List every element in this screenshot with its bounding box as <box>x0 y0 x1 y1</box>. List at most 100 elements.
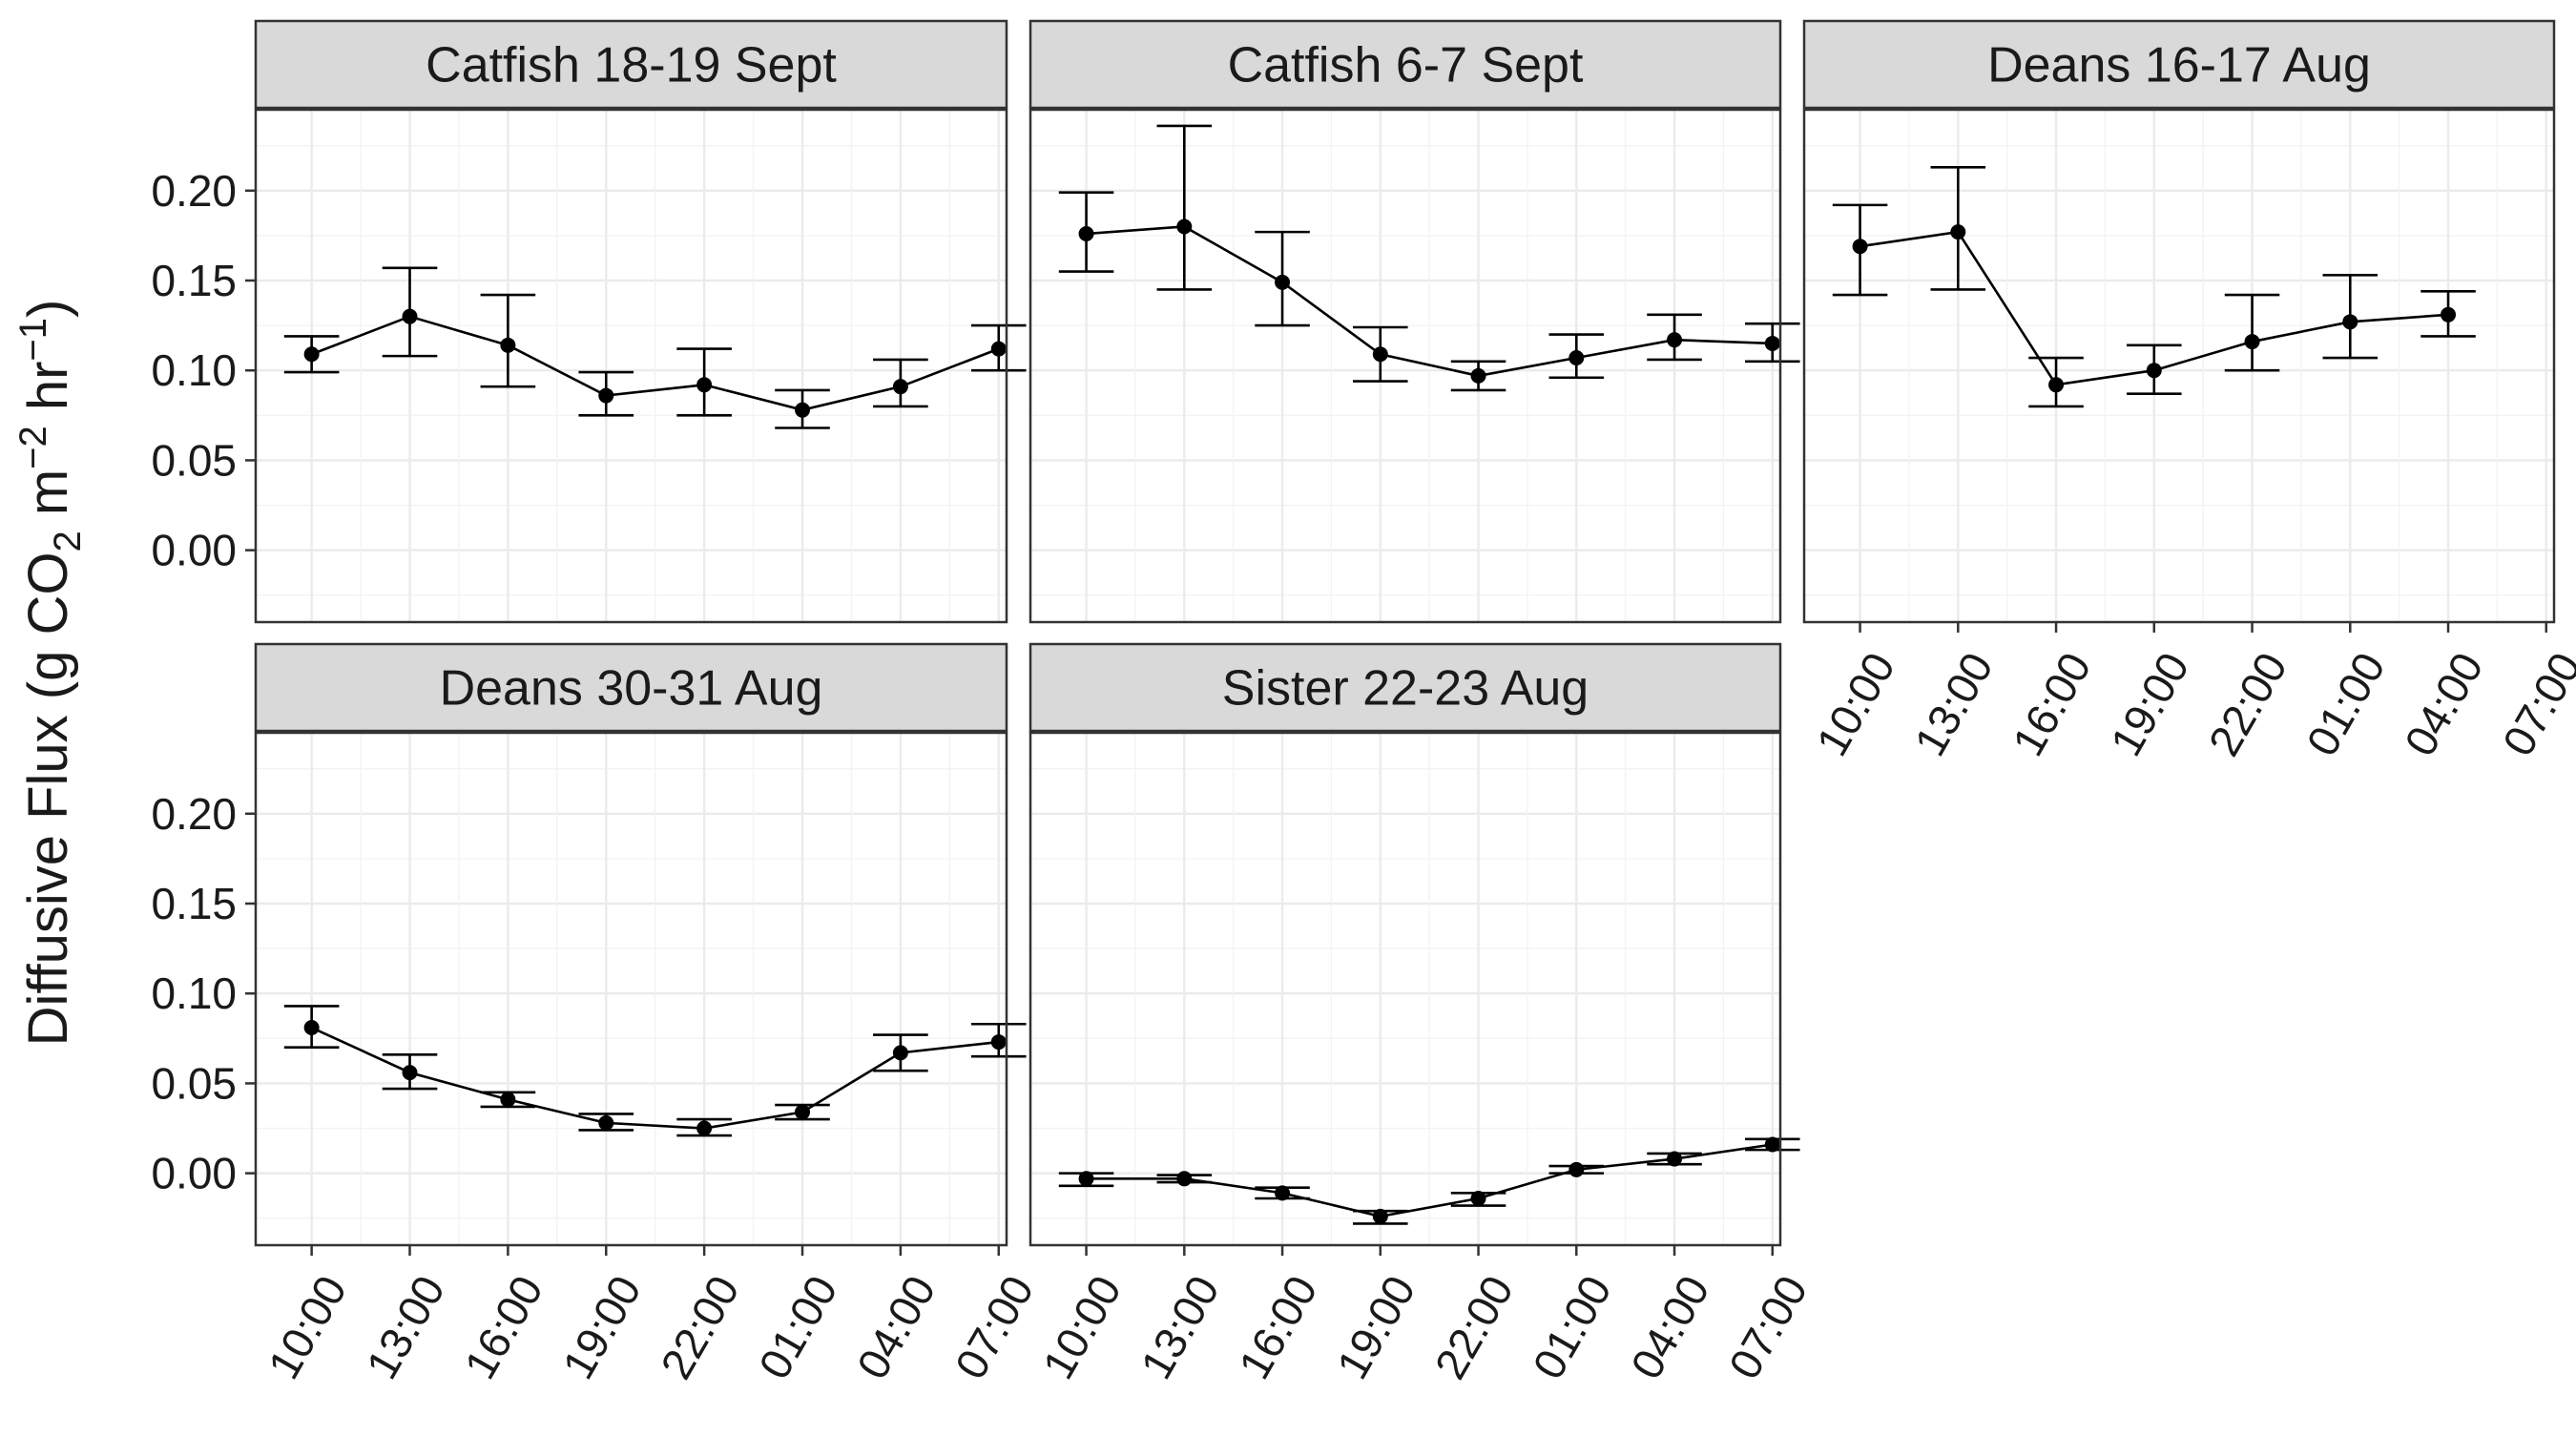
y-title-superscript1: −2 <box>12 426 54 469</box>
x-axis: 10:00 13:00 16:00 19:00 22:00 01:00 04:00 07:00 <box>1807 622 2576 764</box>
data-point <box>1275 274 1291 290</box>
x-tick-label: 04:00 <box>847 1267 945 1387</box>
panel-sister-22-23-aug: Sister 22-23 Aug 10:00 13:00 16:00 19:00 22:0… <box>1028 642 1818 1387</box>
gridlines <box>256 110 1007 622</box>
panel-title: Catfish 18-19 Sept <box>426 38 837 94</box>
data-point <box>402 308 418 324</box>
data-point <box>1667 1151 1683 1167</box>
data-point <box>500 1092 516 1108</box>
y-title-suffix: ) <box>17 300 79 318</box>
x-axis: 10:00 13:00 16:00 19:00 22:00 01:00 04:00 07:00 <box>1033 1245 1818 1387</box>
error-bar <box>2224 293 2280 372</box>
x-tick-label: 04:00 <box>1621 1267 1719 1387</box>
plot-area <box>256 110 1007 622</box>
x-tick-label: 10:00 <box>1807 644 1905 764</box>
panel-catfish-18-19-sept: Catfish 18-19 Sept 0.00 0.05 0.10 0.15 0.20 <box>151 19 1027 624</box>
data-point <box>1852 239 1868 255</box>
panel-title: Sister 22-23 Aug <box>1222 661 1589 717</box>
x-tick-label: 22:00 <box>1424 1267 1523 1387</box>
y-tick-label: 0.10 <box>151 345 237 395</box>
panel-strip <box>1028 642 1782 733</box>
series-line <box>311 315 1000 412</box>
y-tick-label: 0.20 <box>151 789 237 839</box>
x-tick-label: 01:00 <box>749 1267 847 1387</box>
y-tick-label: 0.05 <box>151 1058 237 1108</box>
panel-border <box>254 731 1008 1247</box>
x-tick-label: 13:00 <box>356 1267 454 1387</box>
data-point <box>892 379 908 395</box>
data-point <box>303 346 320 363</box>
x-tick-label: 07:00 <box>1719 1267 1818 1387</box>
panel-strip <box>1028 19 1782 110</box>
data-point <box>2244 334 2260 350</box>
data-point <box>500 337 516 353</box>
data-point <box>1078 1171 1094 1187</box>
plot-area <box>256 733 1007 1245</box>
x-tick-label: 13:00 <box>1904 644 2003 764</box>
data-point <box>2146 363 2162 379</box>
data-point <box>1176 219 1193 235</box>
x-tick-label: 22:00 <box>651 1267 749 1387</box>
data-point <box>1764 335 1780 351</box>
x-tick-label: 10:00 <box>1033 1267 1132 1387</box>
y-axis-title: Diffusive Flux (g CO2 m−2 hr−1) <box>12 300 89 1047</box>
panel-title: Catfish 6-7 Sept <box>1228 38 1584 94</box>
data-point <box>1470 1191 1486 1207</box>
svg-text:Diffusive Flux (g CO2 m−2 hr−1: Diffusive Flux (g CO2 m−2 hr−1) <box>12 300 89 1047</box>
panel-strip <box>254 19 1008 110</box>
data-point <box>1372 1208 1388 1224</box>
panel-strip <box>254 642 1008 733</box>
x-tick-label: 10:00 <box>259 1267 357 1387</box>
data-point <box>1667 332 1683 348</box>
panel-border <box>1802 108 2556 624</box>
x-tick-label: 16:00 <box>2003 644 2101 764</box>
x-tick-label: 13:00 <box>1131 1267 1229 1387</box>
x-tick-label: 07:00 <box>2493 644 2576 764</box>
x-tick-label: 01:00 <box>1523 1267 1621 1387</box>
y-tick-label: 0.00 <box>151 526 237 575</box>
data-point <box>795 1104 811 1120</box>
data-point <box>1275 1185 1291 1201</box>
y-title-mid2: hr <box>17 362 79 427</box>
x-tick-label: 19:00 <box>1327 1267 1425 1387</box>
panel-title: Deans 30-31 Aug <box>440 661 823 717</box>
x-axis: 10:00 13:00 16:00 19:00 22:00 01:00 04:00 07:00 <box>259 1245 1044 1387</box>
panel-strip <box>1802 19 2556 110</box>
y-tick-label: 0.15 <box>151 256 237 305</box>
data-point <box>1176 1171 1193 1187</box>
x-tick-label: 04:00 <box>2395 644 2493 764</box>
data-point <box>402 1065 418 1081</box>
data-point <box>990 341 1007 357</box>
x-tick-label: 07:00 <box>945 1267 1044 1387</box>
data-point <box>1764 1136 1780 1153</box>
x-tick-label: 16:00 <box>454 1267 552 1387</box>
y-title-subscript: 2 <box>47 531 89 552</box>
error-bar <box>1156 124 1213 291</box>
y-title-superscript2: −1 <box>12 318 54 362</box>
panel-border <box>1028 731 1782 1247</box>
panel-border <box>1028 108 1782 624</box>
data-point <box>795 402 811 418</box>
y-axis: 0.00 0.05 0.10 0.15 0.20 <box>151 789 256 1198</box>
data-point <box>696 377 713 393</box>
data-point <box>598 387 614 404</box>
panels: Catfish 18-19 Sept 0.00 0.05 0.10 0.15 0.20 Ca… <box>151 19 2576 1387</box>
panel-catfish-6-7-sept: Catfish 6-7 Sept <box>1028 19 1800 624</box>
panel-title: Deans 16-17 Aug <box>1987 38 2371 94</box>
plot-area <box>1804 110 2554 622</box>
data-point <box>2048 377 2065 393</box>
data-point <box>2441 306 2457 323</box>
data-point <box>303 1020 320 1036</box>
data-point <box>696 1120 713 1136</box>
data-point <box>990 1034 1007 1051</box>
x-tick-label: 19:00 <box>552 1267 651 1387</box>
data-point <box>598 1114 614 1131</box>
y-axis: 0.00 0.05 0.10 0.15 0.20 <box>151 166 256 575</box>
panel-border <box>254 108 1008 624</box>
y-tick-label: 0.10 <box>151 968 237 1018</box>
gridlines <box>1030 733 1780 1245</box>
y-tick-label: 0.05 <box>151 435 237 485</box>
panel-deans-16-17-aug: Deans 16-17 Aug 10:00 13:00 16:00 19:00 22:00… <box>1802 19 2576 764</box>
data-point <box>892 1045 908 1061</box>
